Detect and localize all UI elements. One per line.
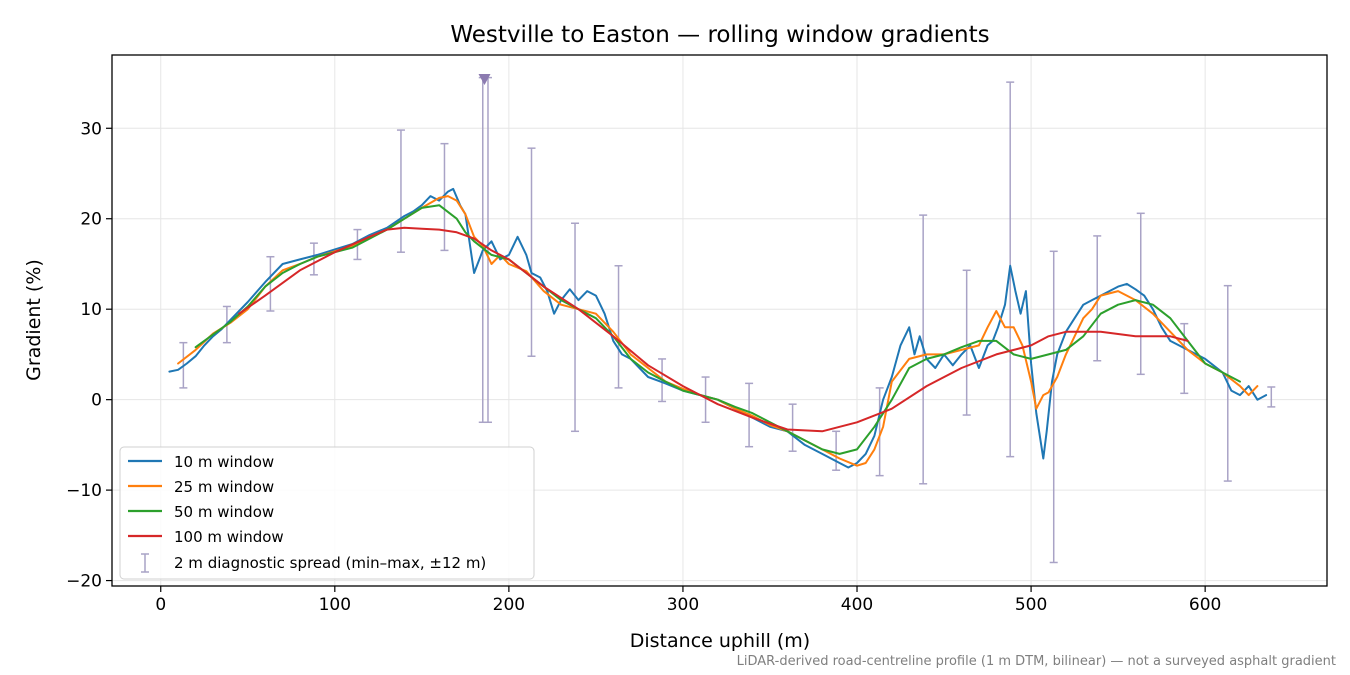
x-tick-label: 500 (1015, 595, 1047, 615)
diagnostic-spread-bars (179, 76, 1276, 564)
chart-title: Westville to Easton — rolling window gra… (450, 22, 989, 48)
grid (112, 55, 1327, 586)
x-tick-label: 300 (667, 595, 699, 615)
legend-label-25m: 25 m window (174, 478, 274, 496)
spread-bar (396, 129, 405, 253)
y-tick-label: 20 (80, 210, 102, 230)
legend: 10 m window 25 m window 50 m window 100 … (119, 446, 535, 580)
spread-bar (875, 387, 884, 477)
y-axis-ticks: −20 −10 0 10 20 30 (66, 119, 112, 592)
footnote: LiDAR-derived road-centreline profile (1… (737, 654, 1336, 669)
y-tick-label: 0 (91, 391, 102, 411)
legend-box (119, 446, 535, 580)
x-tick-label: 200 (493, 595, 525, 615)
legend-label-100m: 100 m window (174, 528, 284, 546)
spread-bar (614, 265, 623, 389)
legend-label-50m: 50 m window (174, 503, 274, 521)
x-tick-label: 600 (1189, 595, 1221, 615)
legend-label-spread: 2 m diagnostic spread (min–max, ±12 m) (174, 554, 486, 572)
spread-bar (527, 147, 536, 357)
clipped-marker (478, 74, 491, 85)
x-axis-ticks: 0 100 200 300 400 500 600 (155, 586, 1221, 615)
y-tick-label: −10 (66, 481, 102, 501)
y-tick-label: −20 (66, 572, 102, 592)
x-axis-label: Distance uphill (m) (630, 630, 810, 652)
spread-bar (701, 376, 710, 424)
x-tick-label: 0 (155, 595, 166, 615)
series-line-0 (168, 187, 1268, 469)
spread-bar (832, 430, 841, 471)
spread-bar (1049, 250, 1058, 564)
spread-bar (1267, 386, 1276, 408)
y-axis-label: Gradient (%) (23, 259, 45, 381)
clipped-marker-triangle (478, 74, 491, 85)
y-tick-label: 30 (80, 119, 102, 139)
legend-swatch-spread (141, 553, 149, 573)
spread-bar (266, 255, 275, 312)
spread-bar (962, 269, 971, 416)
series-line-3 (238, 226, 1189, 433)
spread-bar (571, 222, 580, 433)
x-tick-label: 100 (319, 595, 351, 615)
series-line-2 (194, 204, 1241, 455)
x-tick-label: 400 (841, 595, 873, 615)
series-lines (168, 187, 1268, 469)
plot-frame (111, 54, 1328, 587)
legend-label-10m: 10 m window (174, 453, 274, 471)
y-tick-label: 10 (80, 300, 102, 320)
spread-bar (788, 403, 797, 452)
